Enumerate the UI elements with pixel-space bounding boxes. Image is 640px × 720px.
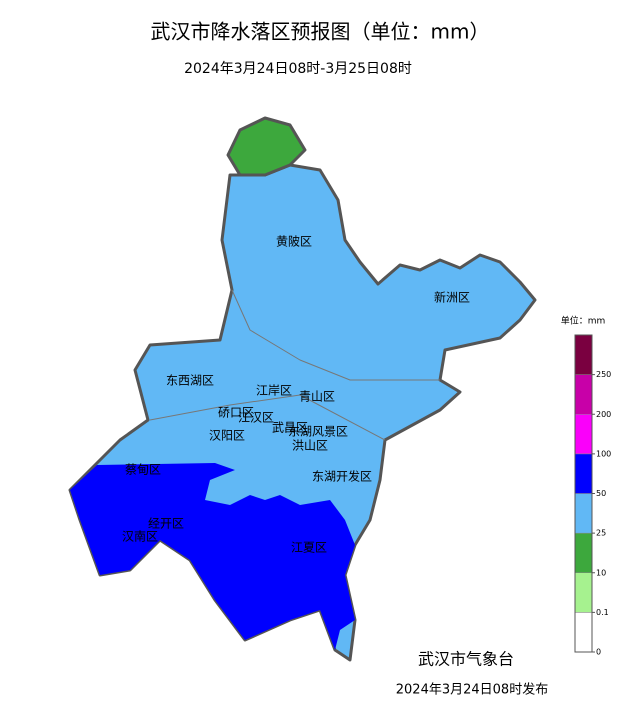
- district-label: 硚口区: [218, 406, 254, 420]
- legend-tick-label: 25: [596, 529, 606, 538]
- district-label: 黄陂区: [276, 234, 312, 249]
- legend-tick-label: 0.1: [596, 608, 609, 617]
- district-label: 蔡甸区: [125, 463, 161, 477]
- region-green: [226, 116, 307, 177]
- district-label: 新洲区: [434, 290, 470, 305]
- district-label: 江岸区: [256, 384, 292, 398]
- region-blue: [70, 463, 355, 650]
- district-label: 汉南区: [122, 529, 158, 544]
- legend-swatch: [574, 612, 593, 653]
- district-label: 东西湖区: [166, 373, 214, 388]
- legend-tick-label: 10: [596, 568, 606, 577]
- legend-tick-label: 100: [596, 449, 611, 458]
- legend-tick-label: 50: [596, 489, 606, 498]
- legend-swatch: [574, 374, 593, 415]
- district-labels: 黄陂区 新洲区 东西湖区 江岸区 青山区 硚口区 江汉区 汉阳区 武昌区 东湖风…: [122, 234, 470, 555]
- district-label: 江夏区: [291, 541, 327, 555]
- issuer: 武汉市气象台: [418, 650, 514, 669]
- district-label: 东湖风景区: [288, 424, 348, 439]
- legend-swatch: [574, 532, 593, 573]
- legend-swatch: [574, 414, 593, 455]
- legend-swatch: [574, 572, 593, 613]
- district-label: 江汉区: [238, 411, 274, 425]
- district-label: 汉阳区: [209, 429, 245, 443]
- issue-time: 2024年3月24日08时发布: [396, 682, 548, 698]
- subtitle: 2024年3月24日08时-3月25日08时: [184, 61, 412, 77]
- legend-tick-label: 0: [596, 648, 601, 657]
- district-label: 青山区: [299, 390, 335, 404]
- district-label: 东湖开发区: [312, 469, 372, 484]
- legend-frame: [574, 334, 593, 653]
- legend-title: 单位：mm: [561, 315, 606, 327]
- district-label: 洪山区: [292, 439, 328, 453]
- legend-tick-label: 200: [596, 410, 611, 419]
- district-label: 武昌区: [272, 421, 308, 435]
- legend-swatch: [574, 334, 593, 375]
- title: 武汉市降水落区预报图（单位：mm）: [151, 20, 490, 44]
- legend-swatch: [574, 453, 593, 494]
- legend-tick-label: 250: [596, 370, 611, 379]
- legend-swatch: [574, 493, 593, 534]
- legend: 0 0.1 10 25 50 100 200 250: [574, 334, 611, 657]
- district-label: 经开区: [148, 517, 184, 531]
- map: [68, 116, 537, 662]
